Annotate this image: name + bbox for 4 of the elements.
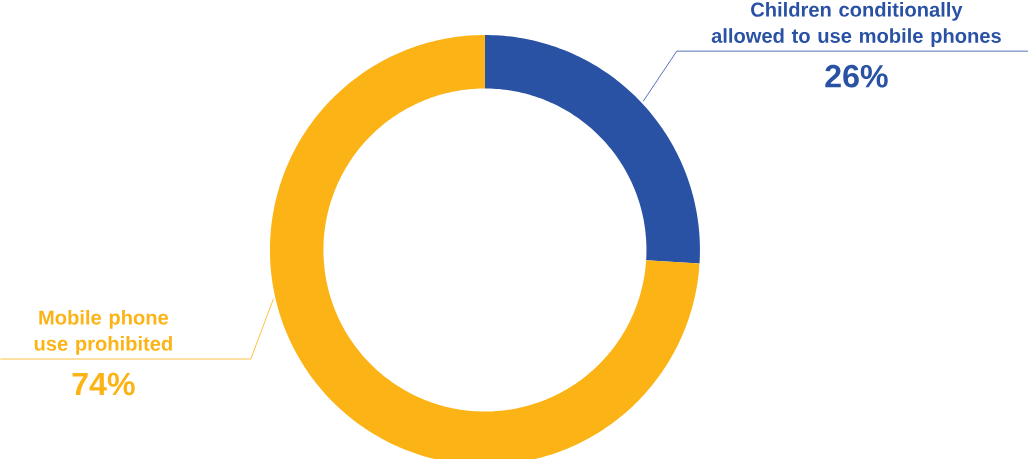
data-label: 74% <box>72 372 135 396</box>
slice-label: Mobile phone use prohibited <box>34 309 172 355</box>
slice-label: Children conditionally allowed to use mobile phones <box>711 2 1001 47</box>
data-label: 26% <box>825 64 888 88</box>
